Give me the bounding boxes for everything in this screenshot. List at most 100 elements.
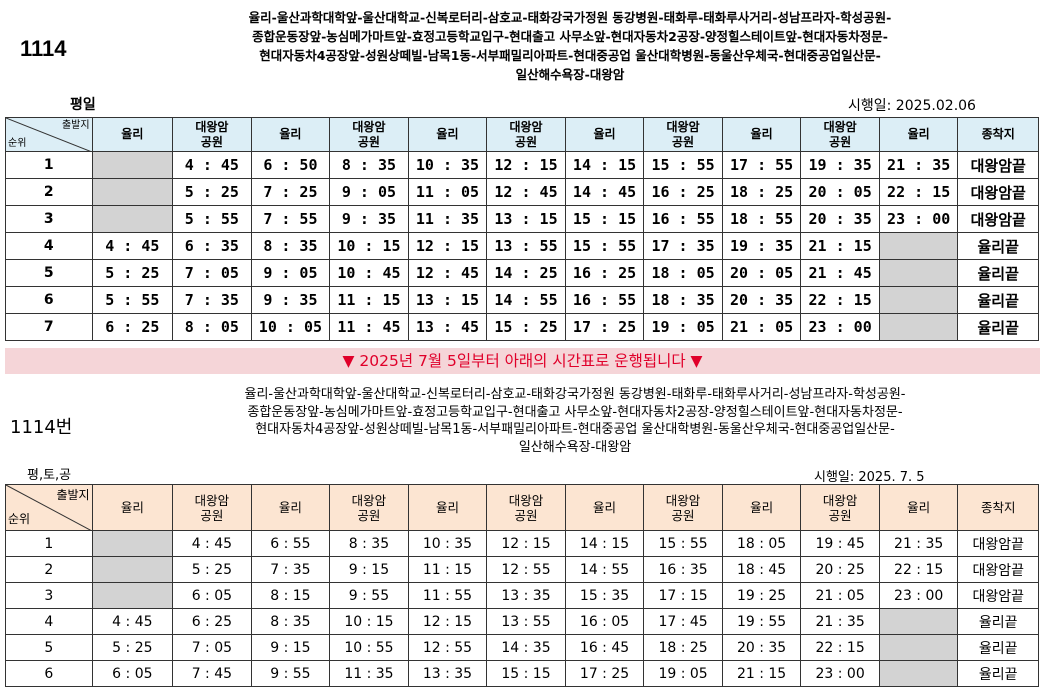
- header-stop: 율리: [250, 484, 331, 531]
- terminal-cell: 대왕암끝: [957, 151, 1039, 179]
- time-cell: 7 : 35: [172, 286, 252, 314]
- route-stops-line: 일산해수욕장-대왕암: [515, 67, 625, 82]
- time-cell: 17 : 15: [643, 582, 723, 609]
- header-label: 율리: [907, 127, 930, 141]
- header-label: 대왕암: [194, 492, 230, 508]
- time-cell: 20 : 35: [800, 205, 880, 233]
- header-label: 율리: [279, 127, 302, 141]
- header-stop: 율리: [407, 117, 488, 152]
- time-cell: 19 : 35: [721, 232, 802, 260]
- time-cell: 15 : 25: [486, 313, 566, 341]
- header-stop: 율리: [407, 484, 488, 531]
- time-cell: 14 : 15: [564, 530, 645, 557]
- time-cell: 9 : 15: [329, 556, 409, 583]
- time-cell: 6 : 05: [172, 582, 252, 609]
- header-label: 공원: [829, 134, 852, 149]
- empty-cell: [878, 634, 959, 661]
- time-cell: 12 : 15: [486, 530, 566, 557]
- table-row: 1 4 : 45 6 : 55 8 : 35 10 : 35 12 : 15 14 : 15…: [5, 530, 1039, 557]
- time-cell: 21 : 45: [800, 259, 880, 287]
- time-cell: 16 : 25: [643, 178, 723, 206]
- empty-cell: [91, 556, 174, 583]
- header-stop: 대왕암 공원: [329, 117, 409, 152]
- header-stop: 대왕암 공원: [486, 484, 566, 531]
- header-stop: 율리: [721, 117, 802, 152]
- corner-origin-label: 출발지: [56, 488, 90, 502]
- time-cell: 15 : 55: [564, 232, 645, 260]
- header-stop: 율리: [721, 484, 802, 531]
- header-label: 공원: [200, 134, 223, 149]
- time-cell: 17 : 35: [643, 232, 723, 260]
- time-cell: 14 : 55: [564, 556, 645, 583]
- header-label: 공원: [672, 134, 695, 149]
- header-label: 공원: [357, 507, 381, 523]
- time-cell: 12 : 15: [407, 232, 488, 260]
- header-label: 율리: [121, 127, 144, 141]
- time-cell: 18 : 35: [643, 286, 723, 314]
- header-label: 대왕암: [351, 492, 387, 508]
- header-label: 대왕암: [666, 119, 700, 134]
- rank-cell: 2: [5, 178, 93, 206]
- terminal-cell: 율리끝: [957, 286, 1039, 314]
- header-stop: 율리: [91, 117, 174, 152]
- header-stop: 대왕암 공원: [800, 117, 880, 152]
- time-cell: 5 : 25: [172, 178, 252, 206]
- header-label: 율리: [435, 500, 459, 515]
- time-cell: 4 : 45: [91, 608, 174, 635]
- time-cell: 8 : 35: [250, 608, 331, 635]
- table-row: 1 4 : 45 6 : 50 8 : 35 10 : 35 12 : 15 14 : 15…: [5, 151, 1039, 179]
- time-cell: 21 : 15: [800, 232, 880, 260]
- time-cell: 15 : 15: [486, 660, 566, 687]
- time-cell: 4 : 45: [91, 232, 174, 260]
- day-type-label: 평일: [70, 97, 96, 113]
- time-cell: 18 : 25: [721, 178, 802, 206]
- time-cell: 18 : 45: [721, 556, 802, 583]
- header-label: 율리: [278, 500, 302, 515]
- time-cell: 15 : 35: [564, 582, 645, 609]
- diagonal-line: [6, 118, 90, 151]
- empty-cell: [878, 259, 959, 287]
- time-cell: 13 : 55: [486, 232, 566, 260]
- time-cell: 11 : 15: [407, 556, 488, 583]
- time-cell: 9 : 35: [329, 205, 409, 233]
- header-label: 대왕암: [823, 119, 857, 134]
- time-cell: 16 : 55: [564, 286, 645, 314]
- time-cell: 20 : 35: [721, 286, 802, 314]
- time-cell: 20 : 25: [800, 556, 880, 583]
- route-stops-line: 일산해수욕장-대왕암: [518, 439, 632, 455]
- time-cell: 11 : 15: [329, 286, 409, 314]
- table-row: 2 5 : 25 7 : 35 9 : 15 11 : 15 12 : 55 14 : 55…: [5, 556, 1039, 583]
- time-cell: 6 : 25: [172, 608, 252, 635]
- terminal-cell: 대왕암끝: [957, 556, 1039, 583]
- terminal-cell: 대왕암끝: [957, 178, 1039, 206]
- weekday-timetable: 출발지 순위 율리 대왕암 공원 율리 대왕암 공원 율리 대왕암 공원 율리 대왕암 공원 율리 대왕암…: [5, 117, 1039, 341]
- header-label: 공원: [828, 507, 852, 523]
- terminal-cell: 율리끝: [957, 232, 1039, 260]
- time-cell: 10 : 15: [329, 608, 409, 635]
- time-cell: 19 : 55: [721, 608, 802, 635]
- time-cell: 12 : 15: [486, 151, 566, 179]
- route-stops-line: 종합운동장앞-농심메가마트앞-효정고등학교입구-현대출고 사무소앞-현대자동차2…: [252, 29, 888, 44]
- header-terminal: 종착지: [957, 117, 1039, 152]
- header-label: 대왕암: [509, 119, 543, 134]
- time-cell: 8 : 15: [250, 582, 331, 609]
- rank-cell: 1: [5, 151, 93, 179]
- table-row: 2 5 : 25 7 : 25 9 : 05 11 : 05 12 : 45 14 : 45…: [5, 178, 1039, 206]
- time-cell: 13 : 35: [486, 582, 566, 609]
- time-cell: 10 : 55: [329, 634, 409, 661]
- header-label: 율리: [750, 127, 773, 141]
- header-stop: 율리: [564, 484, 645, 531]
- time-cell: 23 : 00: [878, 205, 959, 233]
- empty-cell: [878, 286, 959, 314]
- header-label: 대왕암: [665, 492, 701, 508]
- time-cell: 8 : 05: [172, 313, 252, 341]
- time-cell: 15 : 15: [564, 205, 645, 233]
- header-label: 대왕암: [822, 492, 858, 508]
- time-cell: 14 : 45: [564, 178, 645, 206]
- terminal-cell: 대왕암끝: [957, 205, 1039, 233]
- time-cell: 16 : 45: [564, 634, 645, 661]
- corner-rank-label: 순위: [8, 138, 27, 149]
